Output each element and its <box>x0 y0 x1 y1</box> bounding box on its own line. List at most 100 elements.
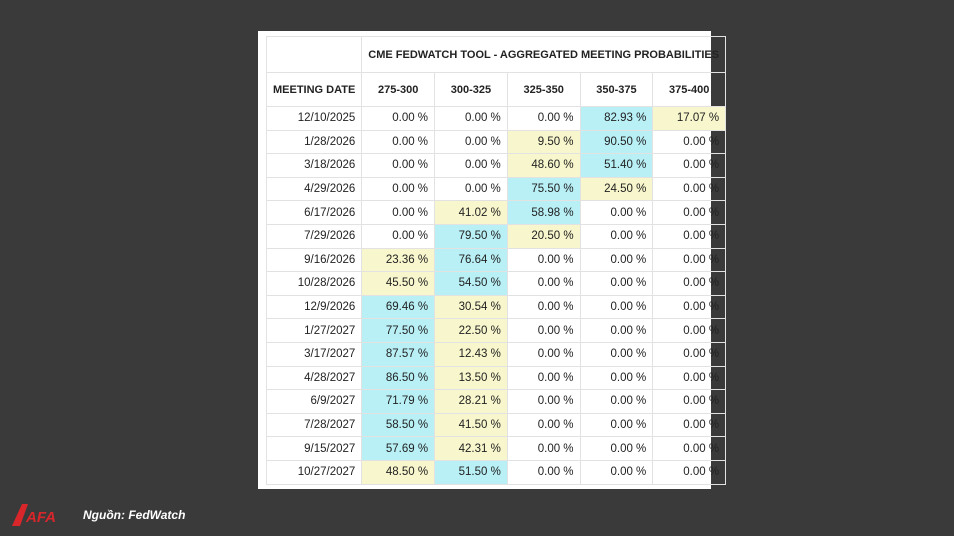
probability-cell: 0.00 % <box>506 365 581 391</box>
probability-cell: 0.00 % <box>434 106 508 131</box>
probability-cell: 0.00 % <box>652 294 727 320</box>
probability-cell: 0.00 % <box>652 436 727 461</box>
column-header: 350-375 <box>579 72 654 107</box>
probability-cell: 0.00 % <box>579 200 654 225</box>
probability-cell: 0.00 % <box>579 223 654 249</box>
probability-cell: 86.50 % <box>361 365 436 391</box>
probability-cell: 0.00 % <box>361 176 436 202</box>
table-row: 12/10/2025 0.00 % 0.00 % 0.00 % 82.93 % 17.07… <box>265 106 727 131</box>
column-header: 300-325 <box>434 72 508 107</box>
column-header: MEETING DATE <box>265 72 363 107</box>
meeting-date: 3/17/2027 <box>265 341 363 367</box>
table-row: 10/27/2027 48.50 % 51.50 % 0.00 % 0.00 % 0.00… <box>265 459 727 485</box>
probability-cell: 0.00 % <box>506 247 581 273</box>
probability-cell: 0.00 % <box>652 341 727 367</box>
probability-cell: 41.50 % <box>434 412 508 438</box>
probability-cell: 0.00 % <box>652 223 727 249</box>
probability-cell: 0.00 % <box>506 271 581 296</box>
table-row: 7/29/2026 0.00 % 79.50 % 20.50 % 0.00 % 0.00 … <box>265 223 727 249</box>
meeting-date: 10/28/2026 <box>265 271 363 296</box>
probability-cell: 48.60 % <box>506 153 581 178</box>
probability-cell: 0.00 % <box>506 459 581 485</box>
probability-cell: 0.00 % <box>361 153 436 178</box>
probability-cell: 0.00 % <box>652 389 727 414</box>
probability-cell: 51.50 % <box>434 459 508 485</box>
probability-cell: 0.00 % <box>506 318 581 343</box>
probability-cell: 0.00 % <box>506 389 581 414</box>
table-row: 6/9/2027 71.79 % 28.21 % 0.00 % 0.00 % 0.00 % <box>265 389 727 414</box>
probability-cell: 9.50 % <box>506 129 581 155</box>
probability-cell: 87.57 % <box>361 341 436 367</box>
probability-cell: 41.02 % <box>434 200 508 225</box>
table-row: 1/28/2026 0.00 % 0.00 % 9.50 % 90.50 % 0.00 % <box>265 129 727 155</box>
probability-cell: 58.98 % <box>506 200 581 225</box>
probability-cell: 54.50 % <box>434 271 508 296</box>
probability-cell: 0.00 % <box>361 129 436 155</box>
meeting-date: 4/28/2027 <box>265 365 363 391</box>
meeting-date: 1/27/2027 <box>265 318 363 343</box>
probability-cell: 45.50 % <box>361 271 436 296</box>
probability-cell: 0.00 % <box>361 223 436 249</box>
table-row: 10/28/2026 45.50 % 54.50 % 0.00 % 0.00 % 0.00… <box>265 271 727 296</box>
probability-cell: 0.00 % <box>579 294 654 320</box>
meeting-date: 9/16/2026 <box>265 247 363 273</box>
meeting-date: 6/9/2027 <box>265 389 363 414</box>
probability-cell: 0.00 % <box>652 271 727 296</box>
meeting-date: 7/28/2027 <box>265 412 363 438</box>
empty-corner <box>265 36 363 73</box>
probability-cell: 0.00 % <box>652 176 727 202</box>
meeting-date: 4/29/2026 <box>265 176 363 202</box>
probability-cell: 0.00 % <box>434 176 508 202</box>
probability-cell: 48.50 % <box>361 459 436 485</box>
logo-text: AFA <box>25 509 56 526</box>
table-row: 4/28/2027 86.50 % 13.50 % 0.00 % 0.00 % 0.00 … <box>265 365 727 391</box>
probability-cell: 82.93 % <box>579 106 654 131</box>
probability-cell: 17.07 % <box>652 106 727 131</box>
table-row: 4/29/2026 0.00 % 0.00 % 75.50 % 24.50 % 0.00 … <box>265 176 727 202</box>
table-row: 9/16/2026 23.36 % 76.64 % 0.00 % 0.00 % 0.00 … <box>265 247 727 273</box>
probability-cell: 24.50 % <box>579 176 654 202</box>
probability-cell: 0.00 % <box>652 459 727 485</box>
probability-cell: 51.40 % <box>579 153 654 178</box>
logo-mark <box>12 504 28 526</box>
probability-cell: 0.00 % <box>506 436 581 461</box>
probability-cell: 0.00 % <box>652 318 727 343</box>
probability-cell: 0.00 % <box>652 153 727 178</box>
probability-cell: 0.00 % <box>579 318 654 343</box>
probability-cell: 0.00 % <box>506 341 581 367</box>
probability-cell: 0.00 % <box>579 341 654 367</box>
probability-cell: 20.50 % <box>506 223 581 249</box>
probability-cell: 0.00 % <box>579 365 654 391</box>
probability-cell: 0.00 % <box>361 106 436 131</box>
probability-cell: 0.00 % <box>652 129 727 155</box>
probability-cell: 30.54 % <box>434 294 508 320</box>
probability-cell: 0.00 % <box>434 153 508 178</box>
probability-cell: 75.50 % <box>506 176 581 202</box>
meeting-date: 7/29/2026 <box>265 223 363 249</box>
probability-cell: 0.00 % <box>579 412 654 438</box>
meeting-date: 12/9/2026 <box>265 294 363 320</box>
meeting-date: 3/18/2026 <box>265 153 363 178</box>
meeting-date: 9/15/2027 <box>265 436 363 461</box>
probability-cell: 42.31 % <box>434 436 508 461</box>
table-row: 7/28/2027 58.50 % 41.50 % 0.00 % 0.00 % 0.00 … <box>265 412 727 438</box>
probability-cell: 0.00 % <box>652 365 727 391</box>
probability-cell: 57.69 % <box>361 436 436 461</box>
probability-cell: 71.79 % <box>361 389 436 414</box>
probability-cell: 77.50 % <box>361 318 436 343</box>
table-row: 3/17/2027 87.57 % 12.43 % 0.00 % 0.00 % 0.00 … <box>265 341 727 367</box>
column-header: 375-400 <box>652 72 727 107</box>
table-card: CME FEDWATCH TOOL - AGGREGATED MEETING P… <box>258 31 727 489</box>
probability-cell: 79.50 % <box>434 223 508 249</box>
probability-cell: 76.64 % <box>434 247 508 273</box>
probability-table: CME FEDWATCH TOOL - AGGREGATED MEETING P… <box>265 36 727 485</box>
probability-cell: 0.00 % <box>361 200 436 225</box>
table-row: 12/9/2026 69.46 % 30.54 % 0.00 % 0.00 % 0.00 … <box>265 294 727 320</box>
probability-cell: 0.00 % <box>652 200 727 225</box>
meeting-date: 6/17/2026 <box>265 200 363 225</box>
probability-cell: 22.50 % <box>434 318 508 343</box>
probability-cell: 0.00 % <box>579 436 654 461</box>
probability-cell: 0.00 % <box>652 247 727 273</box>
meeting-date: 1/28/2026 <box>265 129 363 155</box>
